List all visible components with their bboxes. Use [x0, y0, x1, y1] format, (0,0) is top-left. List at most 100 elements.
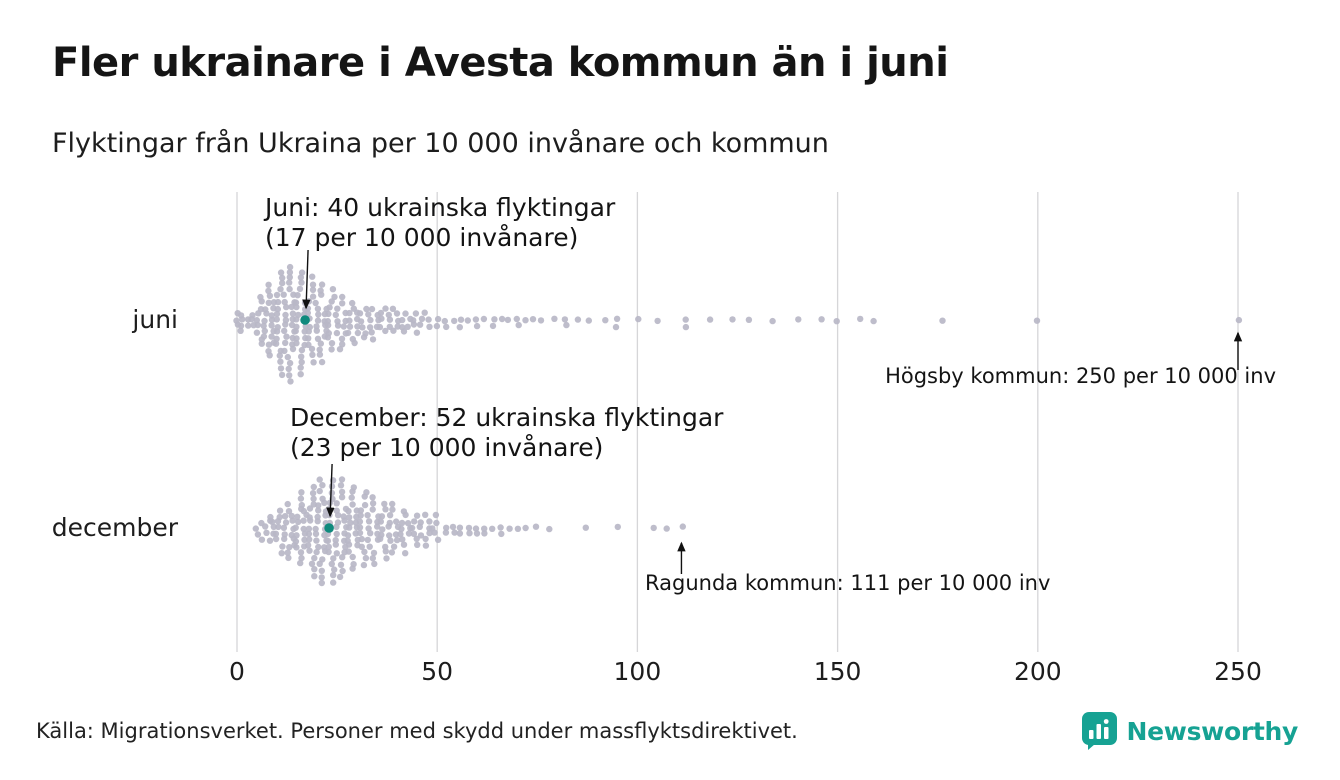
swarm-dot-december	[297, 559, 304, 567]
swarm-dot-juni	[334, 322, 342, 329]
swarm-dot-december	[285, 508, 293, 515]
swarm-dot-december	[377, 535, 384, 542]
swarm-dot-juni	[413, 329, 421, 336]
swarm-dot-december	[252, 525, 259, 532]
annotation-december: December: 52 ukrainska flyktingar (23 pe…	[290, 403, 723, 463]
source-note: Källa: Migrationsverket. Personer med sk…	[36, 719, 798, 743]
swarm-dot-juni	[368, 329, 375, 336]
swarm-dot-december	[313, 537, 320, 544]
swarm-dot-juni	[339, 293, 346, 301]
swarm-dot-juni	[317, 340, 324, 347]
swarm-dot-juni	[367, 316, 374, 324]
swarm-dot-december	[405, 530, 413, 537]
swarm-dot-juni	[277, 358, 284, 365]
swarm-dot-december	[404, 520, 412, 527]
swarm-dot-december	[311, 566, 318, 573]
swarm-dot-juni	[491, 316, 498, 323]
swarm-dot-december	[369, 555, 376, 562]
swarm-dot-december	[284, 549, 291, 556]
swarm-dot-december	[356, 529, 364, 537]
x-tick-label: 100	[613, 657, 662, 686]
swarm-dot-december	[362, 554, 370, 562]
swarm-dot-december	[431, 529, 438, 536]
swarm-dot-december	[546, 525, 553, 533]
swarm-dot-juni	[309, 286, 317, 293]
annotation-ragunda: Ragunda kommun: 111 per 10 000 inv	[645, 571, 1051, 595]
swarm-dot-december	[311, 554, 318, 562]
swarm-dot-december	[326, 511, 333, 519]
swarm-dot-december	[304, 542, 312, 549]
swarm-dot-juni	[265, 287, 272, 295]
swarm-dot-december	[614, 523, 621, 531]
swarm-dot-december	[456, 530, 464, 537]
swarm-dot-juni	[298, 353, 305, 360]
swarm-dot-juni	[333, 329, 341, 337]
swarm-dot-juni	[340, 323, 347, 330]
swarm-dot-juni	[418, 315, 426, 322]
swarm-dot-juni	[433, 322, 441, 330]
swarm-dot-juni	[314, 335, 322, 342]
swarm-dot-december	[650, 524, 657, 532]
swarm-dot-juni	[366, 324, 374, 331]
swarm-dot-juni	[602, 317, 609, 324]
swarm-dot-juni	[310, 359, 317, 366]
swarm-dot-juni	[254, 321, 261, 329]
swarm-dot-juni	[297, 364, 304, 371]
swarm-dot-december	[363, 489, 370, 496]
swarm-dot-juni	[378, 315, 385, 322]
swarm-dot-juni	[304, 309, 311, 317]
swarm-dot-juni	[260, 322, 267, 330]
swarm-dot-december	[449, 523, 457, 531]
swarm-dot-juni	[351, 339, 358, 347]
swarm-dot-december	[337, 561, 345, 568]
swarm-dot-juni	[513, 315, 520, 323]
swarm-dot-december	[316, 476, 323, 483]
annotation-december-line1: December: 52 ukrainska flyktingar	[290, 403, 724, 432]
swarm-dot-december	[389, 500, 396, 508]
swarm-dot-december	[361, 501, 369, 509]
swarm-dot-juni	[266, 352, 273, 359]
swarm-dot-december	[330, 555, 337, 562]
swarm-dot-december	[349, 501, 356, 508]
swarm-dot-juni	[377, 309, 385, 317]
swarm-dot-december	[275, 523, 282, 531]
swarm-dot-december	[432, 511, 440, 519]
swarm-dot-juni	[281, 327, 288, 335]
swarm-dot-december	[357, 507, 365, 514]
swarm-dot-juni	[635, 315, 642, 323]
swarm-dot-juni	[296, 285, 304, 293]
swarm-dot-juni	[336, 346, 344, 353]
swarm-dot-december	[361, 548, 368, 556]
swarm-dot-juni	[289, 310, 297, 317]
swarm-dot-juni	[328, 298, 335, 305]
swarm-dot-juni	[612, 323, 620, 331]
swarm-dot-juni	[472, 316, 480, 323]
swarm-dot-december	[298, 554, 305, 562]
swarm-dot-december	[338, 476, 346, 483]
swarm-dot-december	[414, 541, 421, 548]
swarm-dot-december	[313, 548, 320, 556]
swarm-dot-juni	[416, 321, 424, 328]
annotation-december-line2: (23 per 10 000 invånare)	[290, 433, 604, 462]
swarm-dot-juni	[385, 311, 392, 319]
swarm-dot-juni	[1235, 316, 1243, 324]
swarm-dot-december	[390, 543, 398, 550]
swarm-dot-juni	[365, 311, 372, 318]
swarm-dot-december	[422, 542, 430, 549]
swarm-dot-juni	[266, 292, 274, 299]
swarm-dot-juni	[273, 335, 280, 342]
swarm-dot-juni	[563, 321, 570, 329]
swarm-dot-juni	[308, 345, 316, 353]
swarm-dot-december	[316, 487, 323, 495]
swarm-dot-december	[331, 566, 338, 573]
swarm-dot-december	[272, 535, 280, 543]
swarm-dot-december	[297, 495, 305, 502]
swarm-dot-juni	[745, 316, 753, 323]
swarm-dot-juni	[404, 323, 411, 330]
swarm-dot-juni	[360, 334, 368, 341]
swarm-dot-december	[357, 512, 364, 519]
swarm-dot-december	[358, 535, 365, 543]
swarm-dot-december	[379, 526, 386, 533]
swarm-dot-juni	[574, 316, 582, 323]
swarm-dot-juni	[332, 311, 339, 319]
